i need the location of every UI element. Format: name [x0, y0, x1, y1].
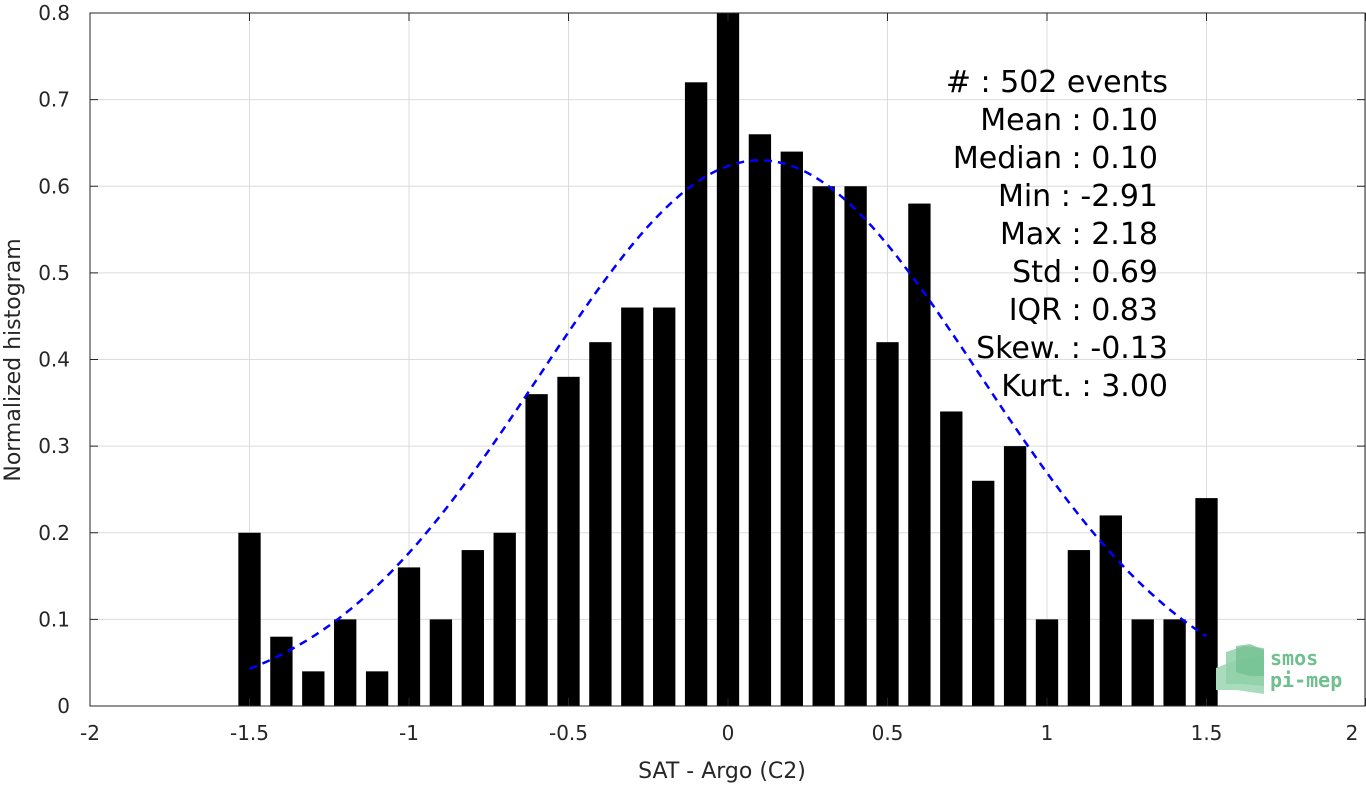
- x-tick-label: -1.5: [230, 721, 269, 745]
- stat-line: # : 502 events: [946, 65, 1168, 100]
- histogram-bar: [621, 307, 644, 706]
- stat-line: Min : -2.91: [998, 179, 1158, 214]
- histogram-bar: [812, 186, 835, 706]
- x-tick-label: -1: [399, 721, 419, 745]
- histogram-bar: [653, 307, 676, 706]
- y-tick-label: 0.6: [38, 174, 70, 198]
- y-tick-label: 0.4: [38, 348, 70, 372]
- y-tick-label: 0: [57, 694, 70, 718]
- gaussian-fit-curve: [249, 159, 1208, 671]
- histogram-bar: [238, 532, 261, 706]
- logo-line1: smos: [1270, 646, 1318, 670]
- histogram-bars: [238, 13, 1218, 707]
- histogram-bar: [302, 671, 325, 706]
- histogram-bar: [589, 342, 612, 706]
- smos-pi-mep-logo: smos pi-mep: [1216, 644, 1342, 694]
- histogram-bar: [429, 619, 453, 706]
- histogram-bar: [876, 342, 899, 706]
- histogram-bar: [844, 186, 867, 706]
- stat-line: Mean : 0.10: [980, 103, 1158, 138]
- histogram-bar: [1195, 498, 1218, 706]
- y-tick-label: 0.1: [38, 607, 70, 631]
- histogram-bar: [493, 532, 516, 706]
- x-axis-label: SAT - Argo (C2): [638, 759, 806, 784]
- histogram-bar: [716, 13, 740, 706]
- histogram-bar: [270, 636, 293, 706]
- x-tick-label: 0.5: [872, 721, 904, 745]
- stat-line: Kurt. : 3.00: [1001, 369, 1168, 404]
- x-tick-label: 2: [1346, 721, 1359, 745]
- histogram-bar: [365, 671, 389, 706]
- stat-line: Skew. : -0.13: [976, 331, 1168, 366]
- histogram-bar: [1067, 550, 1091, 706]
- histogram-bar: [525, 394, 548, 706]
- histogram-bar: [1099, 515, 1122, 706]
- x-tick-label: -0.5: [549, 721, 588, 745]
- y-axis-label: Normalized histogram: [1, 238, 26, 481]
- stat-line: IQR : 0.83: [1009, 293, 1158, 328]
- y-tick-label: 0.7: [38, 88, 70, 112]
- y-tick-label: 0.8: [38, 1, 70, 25]
- histogram-bar: [684, 82, 708, 707]
- stat-line: Std : 0.69: [1012, 255, 1158, 290]
- histogram-bar: [1035, 619, 1059, 706]
- x-tick-label: 0: [722, 721, 735, 745]
- histogram-bar: [908, 203, 931, 706]
- x-tick-labels: -2 -1.5 -1 -0.5 0 0.5 1 1.5 2: [80, 721, 1358, 745]
- histogram-bar: [940, 411, 963, 706]
- histogram-bar: [1163, 619, 1186, 706]
- histogram-bar: [557, 376, 580, 706]
- stat-line: Max : 2.18: [1000, 217, 1158, 252]
- histogram-bar: [1131, 619, 1154, 706]
- x-tick-label: 1: [1041, 721, 1054, 745]
- y-tick-label: 0.3: [38, 434, 70, 458]
- logo-mark-icon: [1216, 644, 1264, 694]
- y-tick-label: 0.5: [38, 261, 70, 285]
- axes-frame: [89, 12, 1366, 707]
- histogram-bar: [461, 550, 484, 706]
- x-tick-label: 1.5: [1191, 721, 1223, 745]
- y-tick-labels: 0 0.1 0.2 0.3 0.4 0.5 0.6 0.7 0.8: [38, 1, 70, 718]
- logo-line2: pi-mep: [1270, 668, 1342, 692]
- histogram-bar: [780, 151, 803, 707]
- histogram-bar: [748, 134, 772, 706]
- histogram-bar: [972, 480, 995, 706]
- x-tick-label: -2: [80, 721, 100, 745]
- histogram-bar: [1003, 446, 1027, 706]
- y-tick-label: 0.2: [38, 521, 70, 545]
- stat-line: Median : 0.10: [953, 141, 1158, 176]
- histogram-bar: [334, 619, 357, 706]
- histogram-bar: [397, 567, 421, 706]
